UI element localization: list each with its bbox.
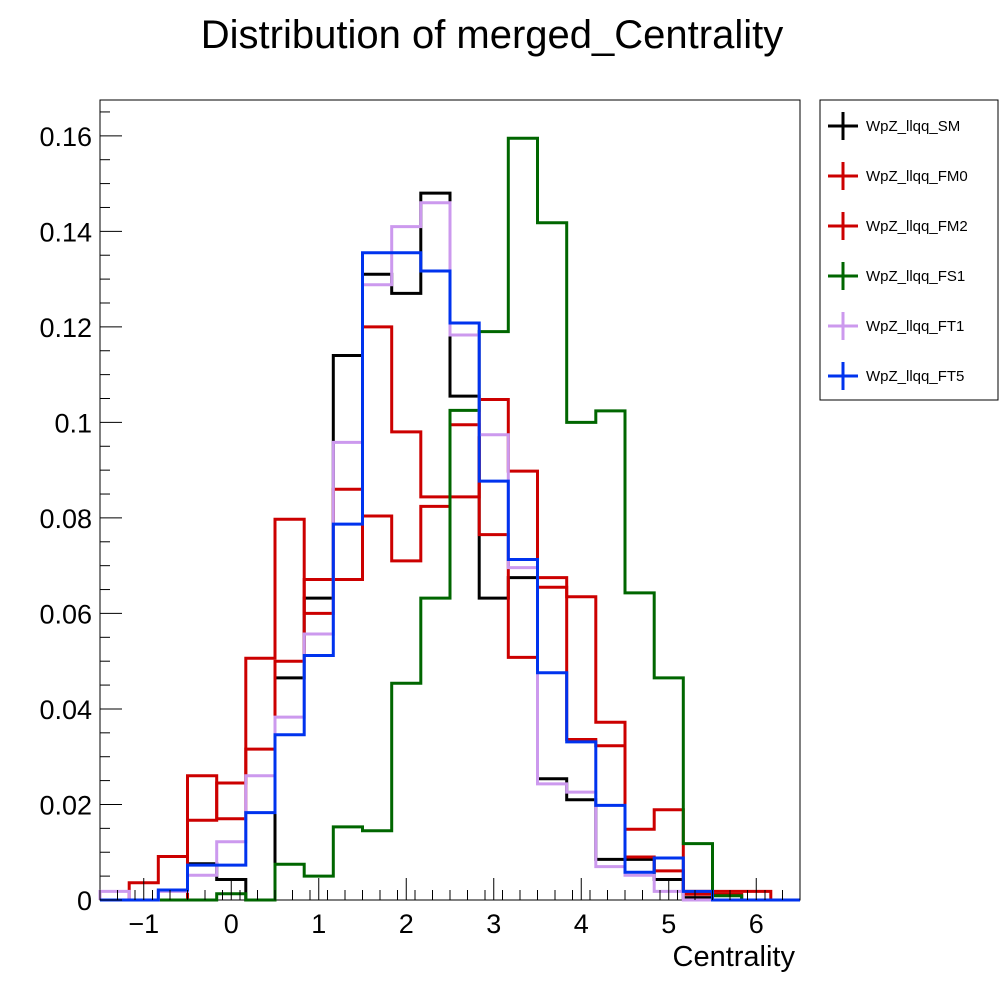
y-tick-label: 0 — [77, 886, 92, 916]
legend-entry: WpZ_llqq_FT1 — [866, 318, 964, 335]
y-tick-label: 0.16 — [39, 122, 92, 152]
x-axis-label: Centrality — [673, 941, 796, 973]
y-tick-label: 0.12 — [39, 313, 92, 343]
legend-entry: WpZ_llqq_FS1 — [866, 268, 965, 285]
x-tick-label: 5 — [661, 909, 676, 939]
y-tick-label: 0.02 — [39, 790, 92, 820]
x-axis: −1 0 1 2 3 4 5 6 — [99, 878, 801, 939]
x-tick-label: 4 — [574, 909, 589, 939]
x-tick-label: 0 — [224, 909, 239, 939]
y-axis: 0 0.02 0.04 0.06 0.08 0.1 0.12 0.14 0.16 — [39, 111, 122, 916]
y-tick-label: 0.06 — [39, 599, 92, 629]
chart-title: Distribution of merged_Centrality — [201, 13, 783, 57]
legend-entry: WpZ_llqq_FM0 — [866, 168, 968, 185]
legend-entry: WpZ_llqq_FT5 — [866, 368, 964, 385]
series-line-5 — [100, 251, 800, 902]
series-line-3 — [100, 136, 800, 902]
legend-box — [819, 99, 999, 401]
x-tick-label: 6 — [749, 909, 764, 939]
y-tick-label: 0.1 — [54, 408, 92, 438]
series-line-4 — [98, 201, 800, 902]
legend-entry: WpZ_llqq_FM2 — [866, 218, 968, 235]
plot-area — [98, 99, 801, 902]
y-tick-label: 0.14 — [39, 217, 92, 247]
x-tick-label: −1 — [128, 909, 159, 939]
legend: WpZ_llqq_SM WpZ_llqq_FM0 WpZ_llqq_FM2 WpZ_l… — [819, 99, 999, 401]
y-tick-label: 0.08 — [39, 504, 92, 534]
legend-entry: WpZ_llqq_SM — [866, 118, 960, 135]
x-tick-label: 2 — [399, 909, 414, 939]
y-tick-label: 0.04 — [39, 695, 92, 725]
x-tick-label: 1 — [311, 909, 326, 939]
x-tick-label: 3 — [486, 909, 501, 939]
